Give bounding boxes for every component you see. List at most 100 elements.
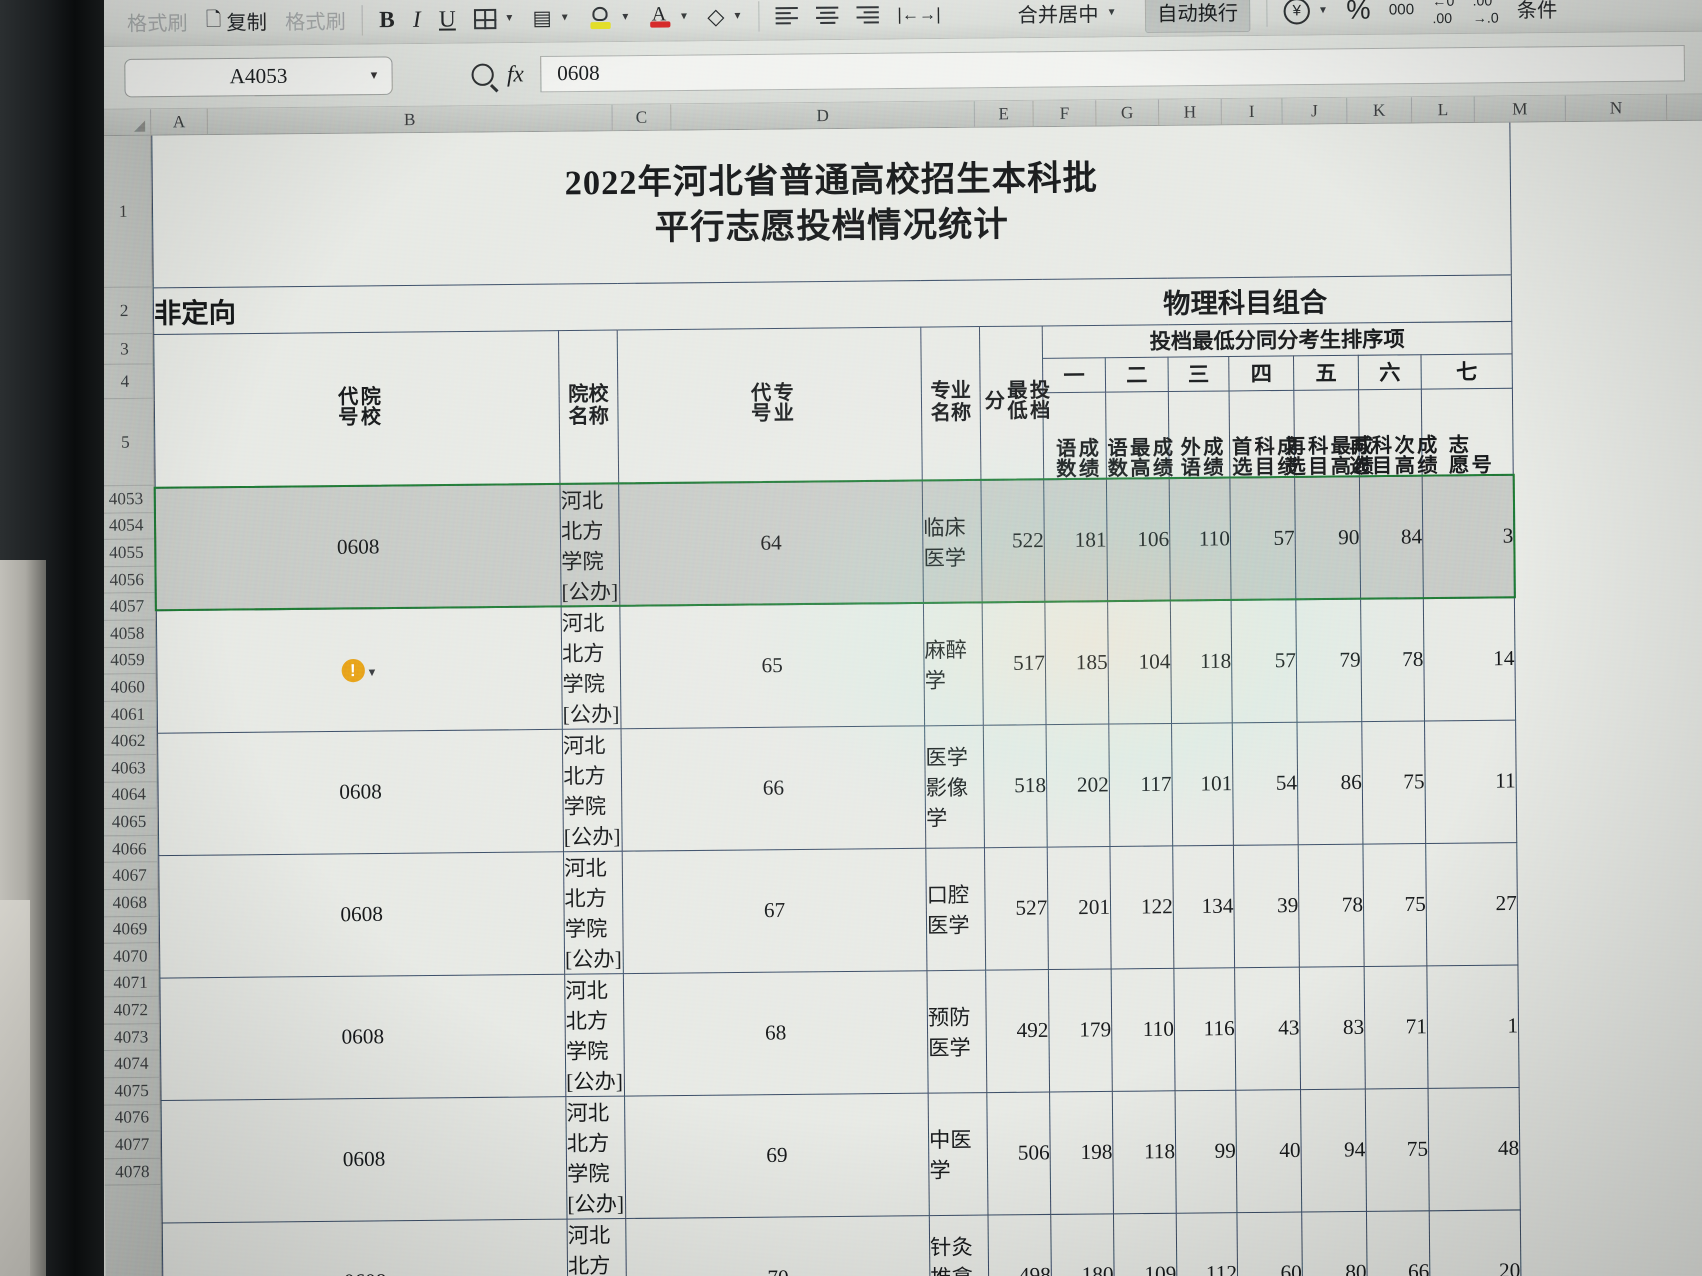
- cell-c3[interactable]: 99: [1175, 1089, 1237, 1213]
- cell-min-score[interactable]: 527: [984, 846, 1049, 970]
- cell-school-code[interactable]: 0608: [158, 851, 565, 978]
- column-header-M[interactable]: M: [1474, 95, 1567, 122]
- cell-major-name[interactable]: 针灸推拿学: [929, 1214, 990, 1276]
- cell-c4[interactable]: 60: [1236, 1211, 1303, 1276]
- worksheet[interactable]: 2022年河北省普通高校招生本科批 平行志愿投档情况统计 非定向 物理科目组合 院校 代号…: [151, 120, 1702, 1276]
- cell-c5[interactable]: 94: [1300, 1088, 1367, 1212]
- cell-c7[interactable]: 14: [1423, 597, 1516, 721]
- cell-c1[interactable]: 180: [1050, 1213, 1115, 1276]
- cell-school-name[interactable]: 河北北方学院[公办]: [565, 1095, 626, 1219]
- cell-min-score[interactable]: 506: [986, 1091, 1051, 1215]
- clear-format-button[interactable]: ◇ ▼: [698, 0, 752, 37]
- wrap-text-button[interactable]: 自动换行: [1136, 0, 1260, 33]
- chevron-down-icon[interactable]: ▼: [368, 69, 380, 82]
- cell-min-score[interactable]: 517: [982, 601, 1047, 725]
- cell-c6[interactable]: 71: [1364, 965, 1429, 1089]
- cell-c2[interactable]: 109: [1113, 1212, 1178, 1276]
- cell-school-code[interactable]: 0608: [161, 1096, 568, 1223]
- cell-major-name[interactable]: 医学影像学: [924, 724, 985, 848]
- cell-school-code[interactable]: 0608: [157, 728, 564, 856]
- cell-major-name[interactable]: 预防医学: [926, 969, 987, 1093]
- row-header-4[interactable]: 4: [104, 364, 153, 400]
- format-painter-button[interactable]: 格式刷: [118, 1, 197, 42]
- table-row[interactable]: 0608 河北北方学院[公办] 67 口腔医学 527 201 122 134 39 78 75 27: [158, 842, 1518, 978]
- underline-button[interactable]: U: [430, 0, 465, 39]
- row-header-4063[interactable]: 4063: [104, 754, 157, 783]
- table-row[interactable]: 0608 河北北方学院[公办] 66 医学影像学 518 202 117 101 54 86 75 1…: [157, 719, 1517, 856]
- cell-major-code[interactable]: 69: [624, 1092, 930, 1219]
- cell-c4[interactable]: 57: [1229, 476, 1296, 600]
- cell-c3[interactable]: 112: [1176, 1212, 1239, 1276]
- row-header-4060[interactable]: 4060: [104, 674, 156, 702]
- cell-c6[interactable]: 84: [1359, 475, 1424, 599]
- cell-c6[interactable]: 75: [1362, 842, 1427, 967]
- search-icon[interactable]: [471, 63, 494, 86]
- row-header-4059[interactable]: 4059: [104, 647, 156, 675]
- cell-school-code[interactable]: ! ▼: [156, 606, 563, 733]
- cell-c6[interactable]: 75: [1365, 1087, 1430, 1211]
- cell-school-code[interactable]: 0608: [155, 483, 562, 611]
- cell-c3[interactable]: 101: [1171, 722, 1234, 846]
- fx-icon[interactable]: fx: [506, 60, 524, 87]
- cell-c7[interactable]: 1: [1426, 964, 1520, 1088]
- cell-c4[interactable]: 54: [1232, 721, 1299, 845]
- column-header-H[interactable]: H: [1158, 99, 1222, 125]
- conditional-format-button[interactable]: 条件: [1508, 0, 1567, 29]
- column-header-C[interactable]: C: [612, 104, 672, 131]
- currency-format-button[interactable]: ¥ ▼: [1274, 0, 1337, 31]
- cell-c2[interactable]: 118: [1112, 1090, 1177, 1214]
- table-row[interactable]: 0608 河北北方学院[公办] 68 预防医学 492 179 110 116 43 83 71 1: [159, 964, 1520, 1101]
- column-header-E[interactable]: E: [974, 100, 1034, 127]
- row-header-4067[interactable]: 4067: [104, 862, 158, 890]
- cell-c1[interactable]: 185: [1044, 601, 1109, 725]
- row-header-2[interactable]: 2: [104, 287, 153, 335]
- row-header-4062[interactable]: 4062: [104, 727, 157, 756]
- cell-c2[interactable]: 122: [1109, 845, 1174, 969]
- cell-major-name[interactable]: 口腔医学: [925, 847, 986, 971]
- row-header-4054[interactable]: 4054: [104, 512, 155, 541]
- cell-c4[interactable]: 57: [1231, 599, 1297, 723]
- cell-c3[interactable]: 116: [1173, 967, 1236, 1091]
- column-header-J[interactable]: J: [1282, 97, 1348, 124]
- name-box[interactable]: A4053 ▼: [124, 55, 393, 97]
- cell-c2[interactable]: 110: [1111, 967, 1176, 1091]
- cell-c5[interactable]: 78: [1298, 843, 1365, 967]
- cell-c2[interactable]: 117: [1108, 722, 1173, 847]
- column-header-L[interactable]: L: [1411, 96, 1475, 123]
- cell-c3[interactable]: 118: [1170, 599, 1233, 723]
- increase-decimal-button[interactable]: ←0.00: [1423, 0, 1464, 30]
- column-header-F[interactable]: F: [1033, 100, 1097, 127]
- row-header-4053[interactable]: 4053: [104, 485, 154, 514]
- cell-school-name[interactable]: 河北北方学院[公办]: [559, 483, 620, 607]
- cell-c7[interactable]: 11: [1424, 719, 1517, 843]
- align-right-button[interactable]: [848, 0, 889, 35]
- indent-button[interactable]: |←→|: [888, 0, 950, 35]
- cell-c5[interactable]: 80: [1301, 1210, 1368, 1276]
- cell-c2[interactable]: 104: [1107, 600, 1172, 724]
- cell-major-code[interactable]: 64: [618, 480, 924, 606]
- cell-school-name[interactable]: 河北北方学院[公办]: [564, 973, 625, 1097]
- cell-c1[interactable]: 179: [1048, 968, 1113, 1092]
- cell-major-code[interactable]: 66: [621, 725, 926, 851]
- cell-c4[interactable]: 43: [1234, 966, 1301, 1090]
- align-center-button[interactable]: [807, 0, 848, 36]
- table-row[interactable]: 0608 河北北方学院[公办] 64 临床医学 522 181 106 110 57 90 84 3: [155, 474, 1515, 611]
- comma-format-button[interactable]: 000: [1379, 0, 1423, 30]
- align-left-button[interactable]: [767, 0, 808, 36]
- fill-color-button[interactable]: ▼: [579, 0, 640, 38]
- row-header-4075[interactable]: 4075: [104, 1077, 160, 1106]
- cell-c7[interactable]: 27: [1425, 842, 1518, 966]
- row-header-4065[interactable]: 4065: [104, 808, 158, 837]
- cell-c5[interactable]: 90: [1294, 476, 1361, 600]
- row-header-5[interactable]: 5: [104, 398, 154, 487]
- cell-c1[interactable]: 198: [1049, 1090, 1114, 1214]
- row-header-4064[interactable]: 4064: [104, 781, 157, 810]
- cell-c6[interactable]: 75: [1361, 720, 1426, 844]
- column-header-I[interactable]: I: [1221, 98, 1283, 125]
- cell-major-code[interactable]: 65: [619, 602, 925, 729]
- row-header-4070[interactable]: 4070: [104, 943, 159, 971]
- cell-school-name[interactable]: 河北北方学院[公办]: [561, 605, 622, 729]
- row-header-4077[interactable]: 4077: [104, 1131, 161, 1160]
- cell-major-name[interactable]: 麻醉学: [923, 602, 984, 726]
- table-row[interactable]: ! ▼ 河北北方学院[公办] 65 麻醉学 517 185 104 118 57 79 78 14: [156, 597, 1516, 733]
